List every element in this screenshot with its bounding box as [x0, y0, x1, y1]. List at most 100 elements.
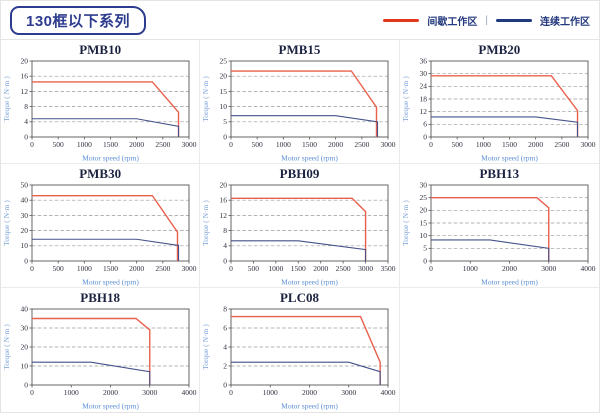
chart-title: PMB30	[79, 166, 122, 181]
gridlines	[231, 199, 389, 247]
intermittent-zone-curve	[32, 317, 151, 385]
x-axis-ticks: 0 500 1000 1500 2000 2500 3000	[30, 261, 197, 273]
plot-border	[231, 184, 389, 262]
y-axis-ticks: 0 5 10 15 20 25	[220, 57, 232, 141]
chart-plot: 0 2 4 6 8 0 1000 2000 3000 4000 Motor speed (rpm) T…	[201, 305, 396, 411]
x-tick-label: 500	[53, 140, 65, 149]
y-tick-label: 10	[21, 361, 29, 370]
chart-grid: PMB10 0 4 8 12 16 20 0 500 1000 1500 2000 2500 3000 Mo…	[1, 40, 599, 412]
intermittent-zone-line-icon	[383, 18, 420, 22]
intermittent-zone-curve	[431, 196, 550, 261]
y-tick-label: 30	[420, 69, 428, 78]
y-axis-ticks: 0 10 20 30 40	[21, 305, 33, 389]
chart-plot: 0 4 8 12 16 20 0 500 1000 1500 2000 2500 3000 3500 Mot…	[201, 181, 396, 287]
y-tick-label: 4	[224, 342, 228, 351]
y-tick-label: 15	[420, 218, 428, 227]
x-tick-label: 4000	[581, 264, 596, 273]
gridlines	[32, 199, 190, 247]
y-tick-label: 8	[224, 305, 228, 313]
x-tick-label: 3000	[182, 140, 197, 149]
y-axis-label: Torque ( N·m )	[201, 200, 210, 246]
x-tick-label: 500	[248, 264, 259, 273]
y-tick-label: 20	[420, 206, 428, 215]
x-tick-label: 1000	[263, 388, 278, 397]
x-tick-label: 2500	[555, 140, 570, 149]
y-axis-label: Torque ( N·m )	[201, 76, 210, 122]
y-tick-label: 0	[424, 256, 428, 265]
continuous-zone-curve	[431, 239, 550, 261]
chart-cell-plc08: PLC08 0 2 4 6 8 0 1000 2000 3000 4000 Motor speed (…	[200, 288, 400, 412]
y-axis-label: Torque ( N·m )	[2, 200, 11, 246]
intermittent-zone-curve	[32, 81, 180, 137]
y-tick-label: 25	[220, 57, 228, 65]
x-tick-label: 0	[230, 388, 234, 397]
series-lines	[231, 197, 367, 261]
chart-plot: 0 6 12 18 24 30 36 0 500 1000 1500 2000 2500 3000 Moto…	[401, 57, 596, 163]
y-tick-label: 16	[220, 196, 228, 205]
chart-cell-pmb10: PMB10 0 4 8 12 16 20 0 500 1000 1500 2000 2500 3000 Mo…	[1, 40, 201, 164]
x-tick-label: 2000	[103, 388, 118, 397]
x-tick-label: 4000	[182, 388, 197, 397]
y-axis-ticks: 0 4 8 12 16 20	[21, 57, 33, 141]
gridlines	[431, 197, 589, 249]
legend: 间歇工作区 | 连续工作区	[383, 13, 590, 28]
chart-title: PMB15	[278, 42, 321, 57]
x-tick-label: 0	[30, 264, 34, 273]
intermittent-zone-curve	[231, 315, 382, 385]
y-tick-label: 20	[220, 181, 228, 189]
y-tick-label: 20	[21, 342, 29, 351]
x-tick-label: 1000	[77, 140, 92, 149]
chart-title: PBH13	[479, 166, 520, 181]
y-axis-label: Torque ( N·m )	[401, 76, 410, 122]
y-tick-label: 30	[21, 211, 29, 220]
x-tick-label: 1000	[463, 264, 478, 273]
gridlines	[231, 75, 389, 123]
x-tick-label: 1000	[269, 264, 284, 273]
x-tick-label: 1000	[476, 140, 491, 149]
y-tick-label: 6	[224, 323, 228, 332]
y-tick-label: 6	[424, 120, 428, 129]
x-tick-label: 1500	[103, 140, 118, 149]
header: 130框以下系列 间歇工作区 | 连续工作区	[1, 1, 599, 40]
x-tick-label: 3000	[381, 140, 396, 149]
continuous-zone-curve	[231, 240, 367, 261]
y-tick-label: 8	[224, 226, 228, 235]
x-axis-label: Motor speed (rpm)	[282, 278, 339, 287]
gridlines	[231, 327, 389, 367]
x-tick-label: 0	[230, 140, 234, 149]
intermittent-zone-curve	[32, 194, 179, 261]
intermittent-zone-curve	[231, 197, 367, 261]
y-tick-label: 50	[21, 181, 29, 189]
continuous-zone-curve	[32, 361, 151, 385]
x-tick-label: 3000	[581, 140, 596, 149]
chart-title: PMB10	[79, 42, 122, 57]
y-axis-ticks: 0 4 8 12 16 20	[220, 181, 232, 265]
x-tick-label: 1000	[276, 140, 291, 149]
x-tick-label: 2000	[329, 140, 344, 149]
x-tick-label: 2000	[129, 264, 144, 273]
y-tick-label: 0	[224, 380, 228, 389]
chart-cell-pmb30: PMB30 0 10 20 30 40 50 0 500 1000 1500 2000 2500 3000…	[1, 164, 201, 288]
y-tick-label: 24	[420, 82, 428, 91]
y-axis-ticks: 0 6 12 18 24 30 36	[420, 57, 432, 141]
series-lines	[32, 317, 151, 385]
x-tick-label: 500	[252, 140, 264, 149]
x-tick-label: 2000	[129, 140, 144, 149]
x-tick-label: 500	[452, 140, 464, 149]
chart-plot: 0 4 8 12 16 20 0 500 1000 1500 2000 2500 3000 Motor s…	[2, 57, 197, 163]
continuous-zone-line-icon	[496, 18, 532, 22]
x-tick-label: 1500	[502, 140, 517, 149]
x-tick-label: 2000	[528, 140, 543, 149]
x-tick-label: 1500	[291, 264, 306, 273]
x-tick-label: 3000	[542, 264, 557, 273]
y-tick-label: 4	[24, 117, 28, 126]
chart-cell-pbh13: PBH13 0 5 10 15 20 25 30 0 1000 2000 3000 4000 Motor …	[399, 164, 599, 288]
gridlines	[431, 73, 589, 125]
legend-label-continuous: 连续工作区	[540, 16, 590, 28]
x-axis-label: Motor speed (rpm)	[82, 402, 139, 411]
continuous-zone-curve	[32, 238, 180, 261]
chart-cell-pmb15: PMB15 0 5 10 15 20 25 0 500 1000 1500 2000 2500 3000 M…	[200, 40, 400, 164]
y-tick-label: 12	[21, 87, 29, 96]
